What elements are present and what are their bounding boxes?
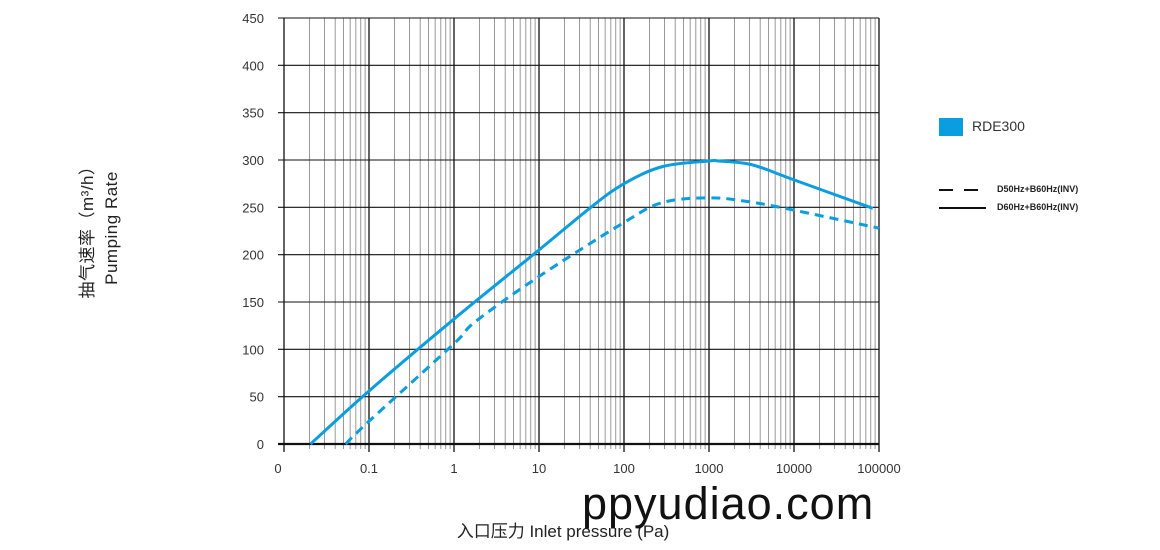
y-tick-label: 450	[242, 11, 264, 26]
legend-lines	[939, 189, 986, 209]
y-tick-label: 400	[242, 58, 264, 73]
y-tick-label: 50	[250, 390, 264, 405]
y-tick-label: 200	[242, 248, 264, 263]
watermark: ppyudiao.com	[582, 478, 875, 529]
x-tick-label: 10	[532, 461, 546, 476]
x-tick-label: 100	[613, 461, 635, 476]
x-tick-label: 1	[450, 461, 457, 476]
legend-solid-label: D60Hz+B60Hz(INV)	[997, 202, 1079, 212]
x-tick-label: 10000	[776, 461, 812, 476]
legend-model-swatch	[939, 118, 963, 136]
y-axis-title-cn: 抽气速率（m³/h）	[78, 157, 97, 299]
grid	[278, 17, 880, 452]
x-tick-label: 100000	[857, 461, 900, 476]
tick-labels: 0 50 100 150 200 250 300 350 400 450 0 0.1 1 10 100 100…	[242, 11, 900, 476]
legend-model-label: RDE300	[972, 118, 1025, 134]
y-tick-label: 150	[242, 295, 264, 310]
series-line-dashed	[344, 196, 880, 446]
legend-dashed-label: D50Hz+B60Hz(INV)	[997, 184, 1079, 194]
y-axis-title-en: Pumping Rate	[102, 171, 121, 285]
x-tick-label: 1000	[695, 461, 724, 476]
y-tick-label: 100	[242, 342, 264, 357]
series-group	[309, 158, 880, 446]
y-tick-label: 300	[242, 153, 264, 168]
y-tick-label: 250	[242, 200, 264, 215]
series-line-solid	[309, 158, 874, 446]
y-tick-label: 350	[242, 106, 264, 121]
y-axis-title: 抽气速率（m³/h） Pumping Rate	[76, 158, 124, 299]
x-tick-label: 0.1	[360, 461, 378, 476]
x-axis-title: 入口压力 Inlet pressure (Pa)	[456, 522, 670, 541]
y-tick-label: 0	[257, 437, 264, 452]
x-tick-label: 0	[274, 461, 281, 476]
